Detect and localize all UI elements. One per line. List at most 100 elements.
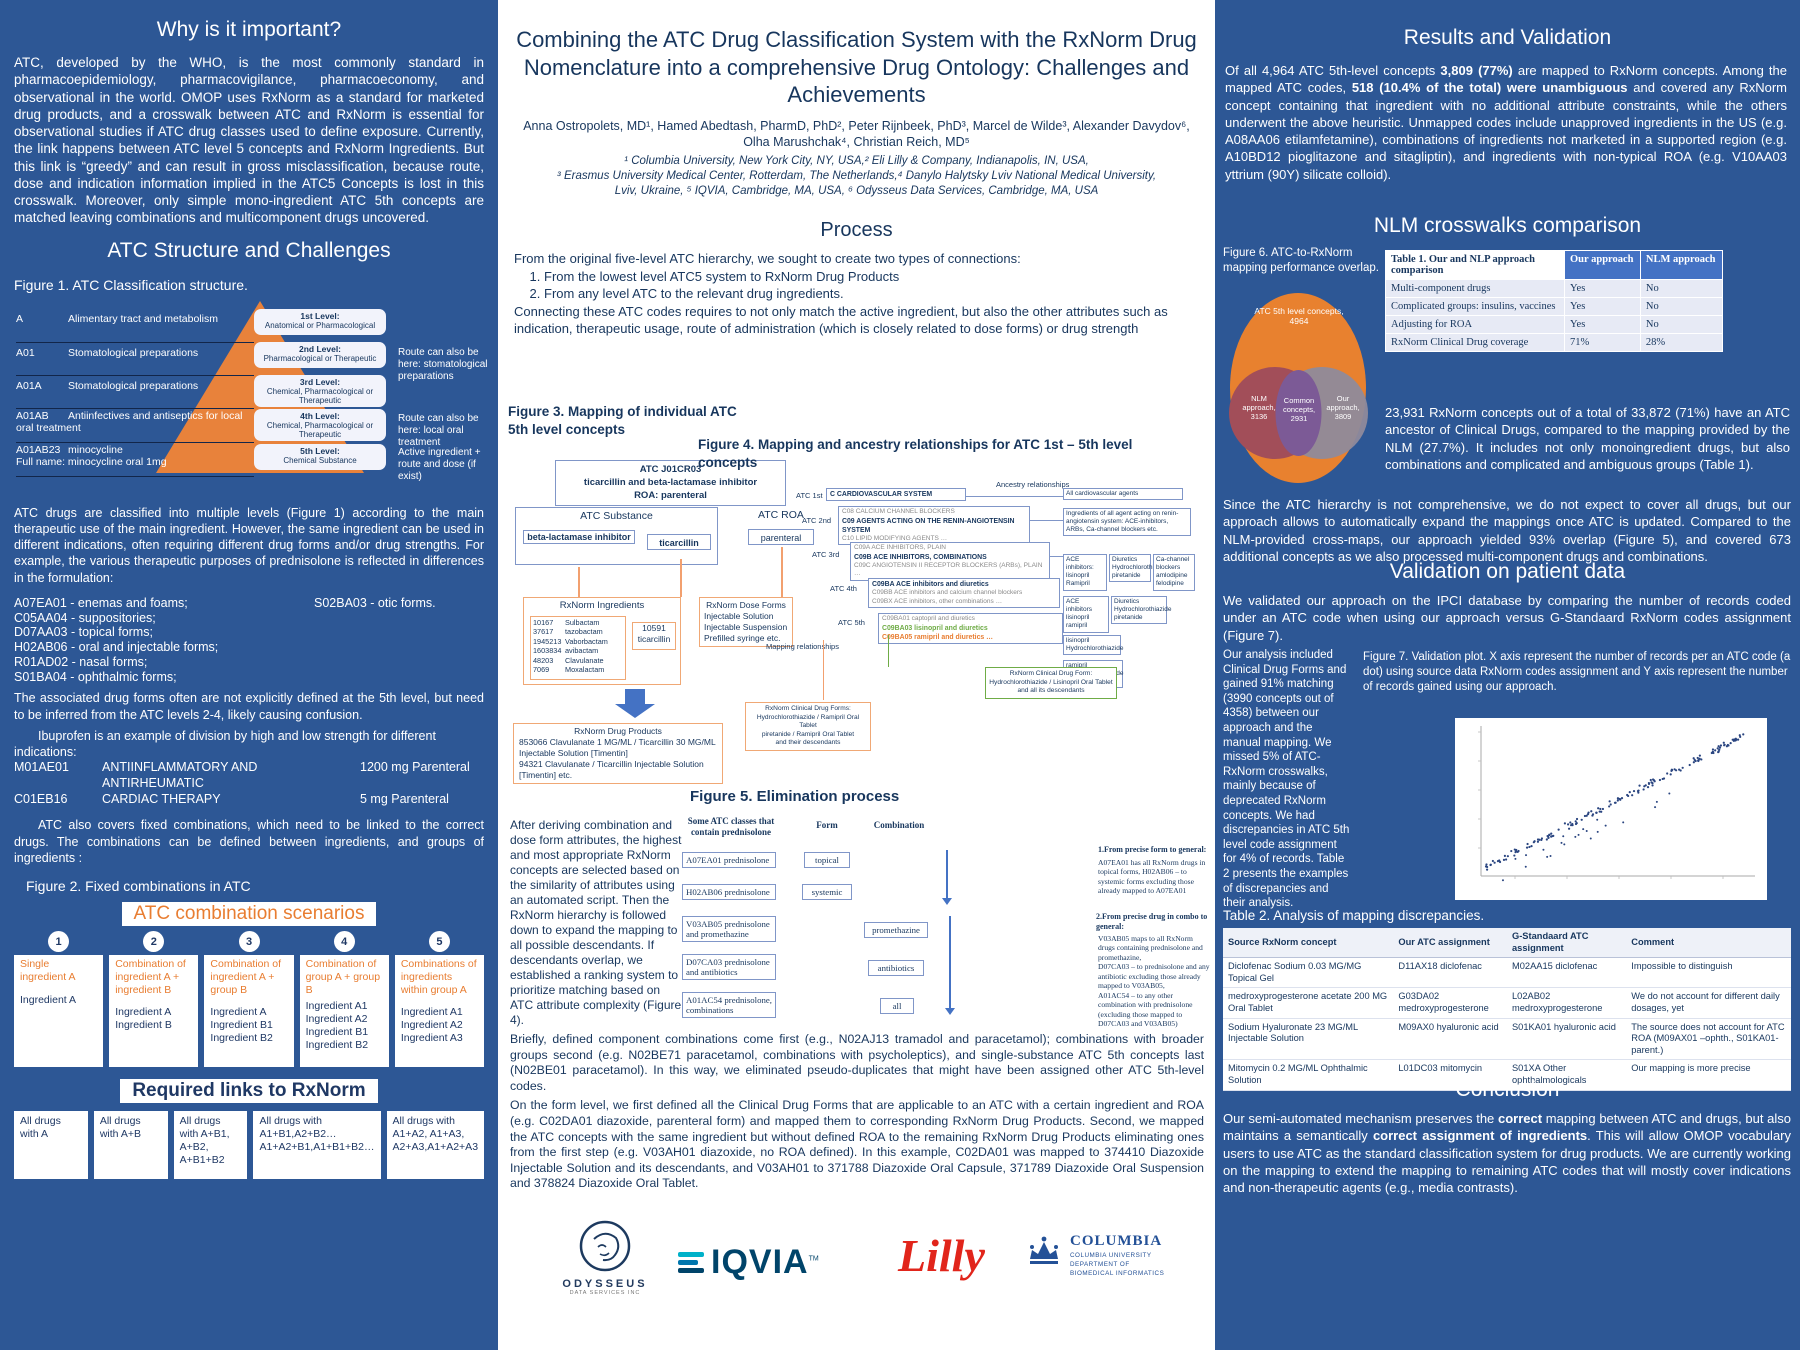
fig5-side-text: After deriving combination and dose form… <box>510 818 682 1027</box>
process-text: From the original five-level ATC hierarc… <box>514 250 1199 338</box>
columbia-wordmark: COLUMBIA <box>1070 1233 1163 1249</box>
prednisolone-forms-list: A07EA01 - enemas and foams; C05AA04 - su… <box>14 596 484 685</box>
authors-line: Anna Ostropolets, MD¹, Hamed Abedtash, P… <box>523 119 1190 150</box>
level-4-sub: Chemical, Pharmacological or Therapeutic <box>266 420 374 439</box>
number-badge: 5 <box>428 931 450 953</box>
fig4-right-box: lisinopril Hydrochlorothiazide <box>1063 635 1123 656</box>
level-box-1: 1st Level: Anatomical or Pharmacological <box>254 308 386 335</box>
atc-class-line: C08 CALCIUM CHANNEL BLOCKERS <box>842 508 955 515</box>
poster-title: Combining the ATC Drug Classification Sy… <box>516 27 1197 108</box>
fig3-parenteral-box: parenteral <box>748 529 814 545</box>
form-item-otic: S02BA03 - otic forms. <box>314 595 436 610</box>
ibuprofen-row: C01EB16 CARDIAC THERAPY 5 mg Parenteral <box>14 792 484 808</box>
process-item: From the lowest level ATC5 system to RxN… <box>544 268 1199 286</box>
fig4-level4-box: C09BA ACE inhibitors and diuretics C09BB… <box>868 578 1060 609</box>
table2-header-row: Source RxNorm concept Our ATC assignment… <box>1223 928 1791 959</box>
atc-code: A01 <box>16 346 35 359</box>
figure6-caption: Figure 6. ATC-to-RxNorm mapping performa… <box>1223 247 1379 274</box>
form-item: R01AD02 - nasal forms; <box>14 654 148 669</box>
link-box: All drugs with A1+B1,A2+B2… A1+A2+B1,A1+… <box>253 1111 381 1180</box>
number-badge: 2 <box>143 931 165 953</box>
scenario-title: Combination of ingredient A + ingredient… <box>115 958 186 996</box>
table2-row: medroxyprogesterone acetate 200 MG Oral … <box>1223 987 1791 1019</box>
figure5-caption: Figure 5. Elimination process <box>690 788 900 805</box>
ingredient-id: 37617 <box>533 627 554 637</box>
atc-level-label: ATC 3rd <box>812 550 840 559</box>
doseform-item: Injectable Solution <box>704 611 774 622</box>
odysseus-wordmark: ODYSSEUS <box>562 1278 648 1290</box>
table2-caption: Table 2. Analysis of mapping discrepanci… <box>1223 908 1485 923</box>
level-3-title: 3rd Level: <box>299 376 341 387</box>
fig4-level5-box: C09BA01 captopril and diuretics C09BA03 … <box>878 613 1063 644</box>
t2-header: Source RxNorm concept <box>1223 928 1394 959</box>
briefly-paragraph-1: Briefly, defined component combinations … <box>510 1032 1204 1093</box>
fig4-connector <box>1030 520 1063 521</box>
mapping-relationships-label: Mapping relationships <box>766 642 839 651</box>
level-box-3: 3rd Level: Chemical, Pharmacological or … <box>254 374 386 408</box>
fig1-divider <box>16 475 254 477</box>
fig5-atc-box: A07EA01 prednisolone <box>682 852 776 868</box>
fig4-right-box: Diuretics Hydrochlorothiazide piretanide <box>1109 554 1169 583</box>
atc-class-line: C CARDIOVASCULAR SYSTEM <box>830 491 933 498</box>
fig1-note-ingredient: Active ingredient + route and dose (if e… <box>398 446 481 482</box>
t2-gstandaard: L02AB02 medroxyprogesterone <box>1506 987 1627 1019</box>
fig1-row: A01A Stomatological preparations <box>16 380 252 392</box>
conclusion-paragraph: Our semi-automated mechanism preserves t… <box>1223 1110 1791 1196</box>
atc-class-line: C09BB ACE inhibitors and calcium channel… <box>872 589 1023 597</box>
fig5-header-form: Form <box>816 820 838 830</box>
products-label: RxNorm Drug Products <box>574 726 662 736</box>
t1-label: Complicated groups: insulins, vaccines <box>1386 298 1564 315</box>
level-2-title: 2nd Level: <box>298 343 342 354</box>
form-item: D07AA03 - topical forms; <box>14 625 153 640</box>
atc-class-line: C09 AGENTS ACTING ON THE RENIN-ANGIOTENS… <box>842 517 1015 534</box>
ibu-dose: 1200 mg Parenteral <box>360 760 470 775</box>
fig3-ticarcillin-id-box: 10591 ticarcillin <box>632 622 676 650</box>
fig4-green-connector <box>888 635 889 667</box>
t2-ours: M09AX0 hyaluronic acid <box>1393 1018 1507 1061</box>
level-box-5: 5th Level: Chemical Substance <box>254 443 386 470</box>
odysseus-head-icon <box>579 1220 631 1272</box>
doseform-item: Injectable Suspension <box>704 622 788 633</box>
nlm-heading: NLM crosswalks comparison <box>1373 214 1642 237</box>
fig1-row: A01 Stomatological preparations <box>16 347 252 359</box>
scenario-box: Combination of group A + group B Ingredie… <box>299 955 389 1068</box>
logos-row: ODYSSEUS DATA SERVICES INC IQVIATM Lilly <box>498 1215 1215 1345</box>
fig5-note1-body: A07EA01 has all RxNorm drugs in topical … <box>1098 858 1206 896</box>
figure4-diagram: Ancestry relationships ATC 1st ATC 2nd A… <box>738 480 1215 770</box>
level-2-sub: Pharmacological or Therapeutic <box>263 353 377 363</box>
odysseus-subtitle: DATA SERVICES INC <box>569 1290 641 1296</box>
fig5-header-atc: Some ATC classes that contain prednisolo… <box>687 816 775 838</box>
t2-header: Our ATC assignment <box>1393 928 1507 959</box>
fig1-divider <box>16 441 254 443</box>
figure3-diagram: ATC J01CR03 ticarcillin and beta-lactama… <box>498 455 878 790</box>
fig5-form-box: systemic <box>802 884 852 900</box>
required-links-banner: Required links to RxNorm <box>120 1079 378 1104</box>
ingredient-name: Sulbactam <box>565 618 600 627</box>
ingredient-id: 7069 <box>533 665 550 675</box>
scenario-numbers-row: 1 2 3 4 5 <box>14 931 484 953</box>
results-heading: Results and Validation <box>1403 26 1612 49</box>
validation-heading: Validation on patient data <box>1389 560 1626 583</box>
fig5-atc-box: A01AC54 prednisolone, combinations <box>682 992 776 1018</box>
process-outro: Connecting these ATC codes requires to n… <box>514 303 1168 337</box>
t2-comment: The source does not account for ATC ROA … <box>1626 1018 1791 1061</box>
link-box: All drugs with A <box>14 1111 88 1180</box>
fig4-level3-box: C09A ACE INHIBITORS, PLAIN C09B ACE INHI… <box>850 542 1050 581</box>
scenario-number: 4 <box>300 931 389 953</box>
ingredient-id: 1945213 <box>533 636 562 646</box>
scenario-box: Single ingredient A Ingredient A <box>14 955 104 1068</box>
center-column: Combining the ATC Drug Classification Sy… <box>498 0 1215 1350</box>
scenario-box: Combinations of ingredients within group… <box>394 955 485 1068</box>
atc-code: A <box>16 312 24 325</box>
table1-row: Adjusting for ROA Yes No <box>1386 316 1722 333</box>
level-1-title: 1st Level: <box>300 310 340 321</box>
product-item: 94321 Clavulanate / Ticarcillin Injectab… <box>519 759 704 781</box>
conclusion-text: Our semi-automated mechanism preserves t… <box>1223 1111 1498 1126</box>
results-bold-unambiguous: 518 (10.4% of the total) were unambiguou… <box>1351 80 1628 96</box>
venn-outer-label: ATC 5th level concepts, 4964 <box>1254 306 1344 327</box>
ingredient-row: 1603834 avibactam <box>533 646 623 655</box>
form-item: C05AA04 - suppositories; <box>14 610 156 625</box>
results-text: and covered any RxNorm concept containin… <box>1225 80 1788 182</box>
link-box: All drugs with A1+A2, A1+A3, A2+A3,A1+A2… <box>386 1111 485 1180</box>
